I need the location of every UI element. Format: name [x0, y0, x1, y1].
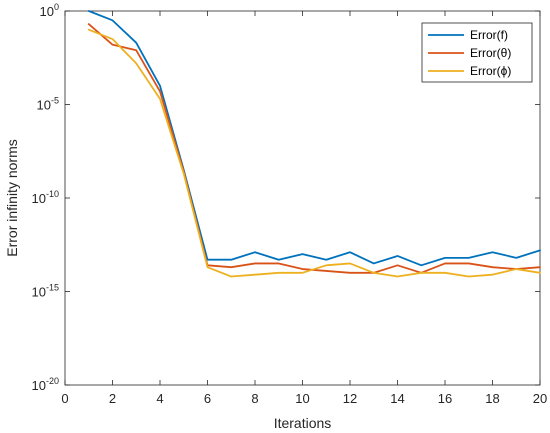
legend-label-0: Error(f)	[470, 28, 508, 42]
series-line-0	[87, 10, 541, 267]
x-tick-label: 2	[109, 391, 116, 406]
axis-ticks: 0 2 4 6 8 10 12 14 16 18 20 100 10-5 10-10 10-15 10-20	[32, 2, 548, 406]
x-tick-label: 10	[295, 391, 309, 406]
y-tick-label: 100	[40, 2, 59, 19]
series-layer	[87, 10, 541, 278]
x-axis-label: Iterations	[274, 415, 332, 431]
y-tick-label: 10-10	[32, 189, 59, 206]
series-line-2	[87, 28, 541, 278]
x-tick-label: 12	[343, 391, 357, 406]
y-tick-label: 10-5	[37, 96, 59, 113]
x-tick-label: 18	[485, 391, 499, 406]
x-tick-label: 8	[251, 391, 258, 406]
y-tick-label: 10-15	[32, 283, 59, 300]
x-tick-label: 14	[390, 391, 404, 406]
x-tick-label: 4	[156, 391, 163, 406]
y-axis-label: Error infinity norms	[4, 139, 20, 256]
legend-label-1: Error(θ)	[470, 46, 511, 60]
x-tick-label: 0	[61, 391, 68, 406]
legend-label-2: Error(ϕ)	[470, 64, 511, 78]
x-tick-label: 16	[438, 391, 452, 406]
x-tick-label: 20	[533, 391, 547, 406]
legend: Error(f) Error(θ) Error(ϕ)	[421, 22, 533, 83]
y-tick-label: 10-20	[32, 376, 59, 393]
x-tick-label: 6	[204, 391, 211, 406]
